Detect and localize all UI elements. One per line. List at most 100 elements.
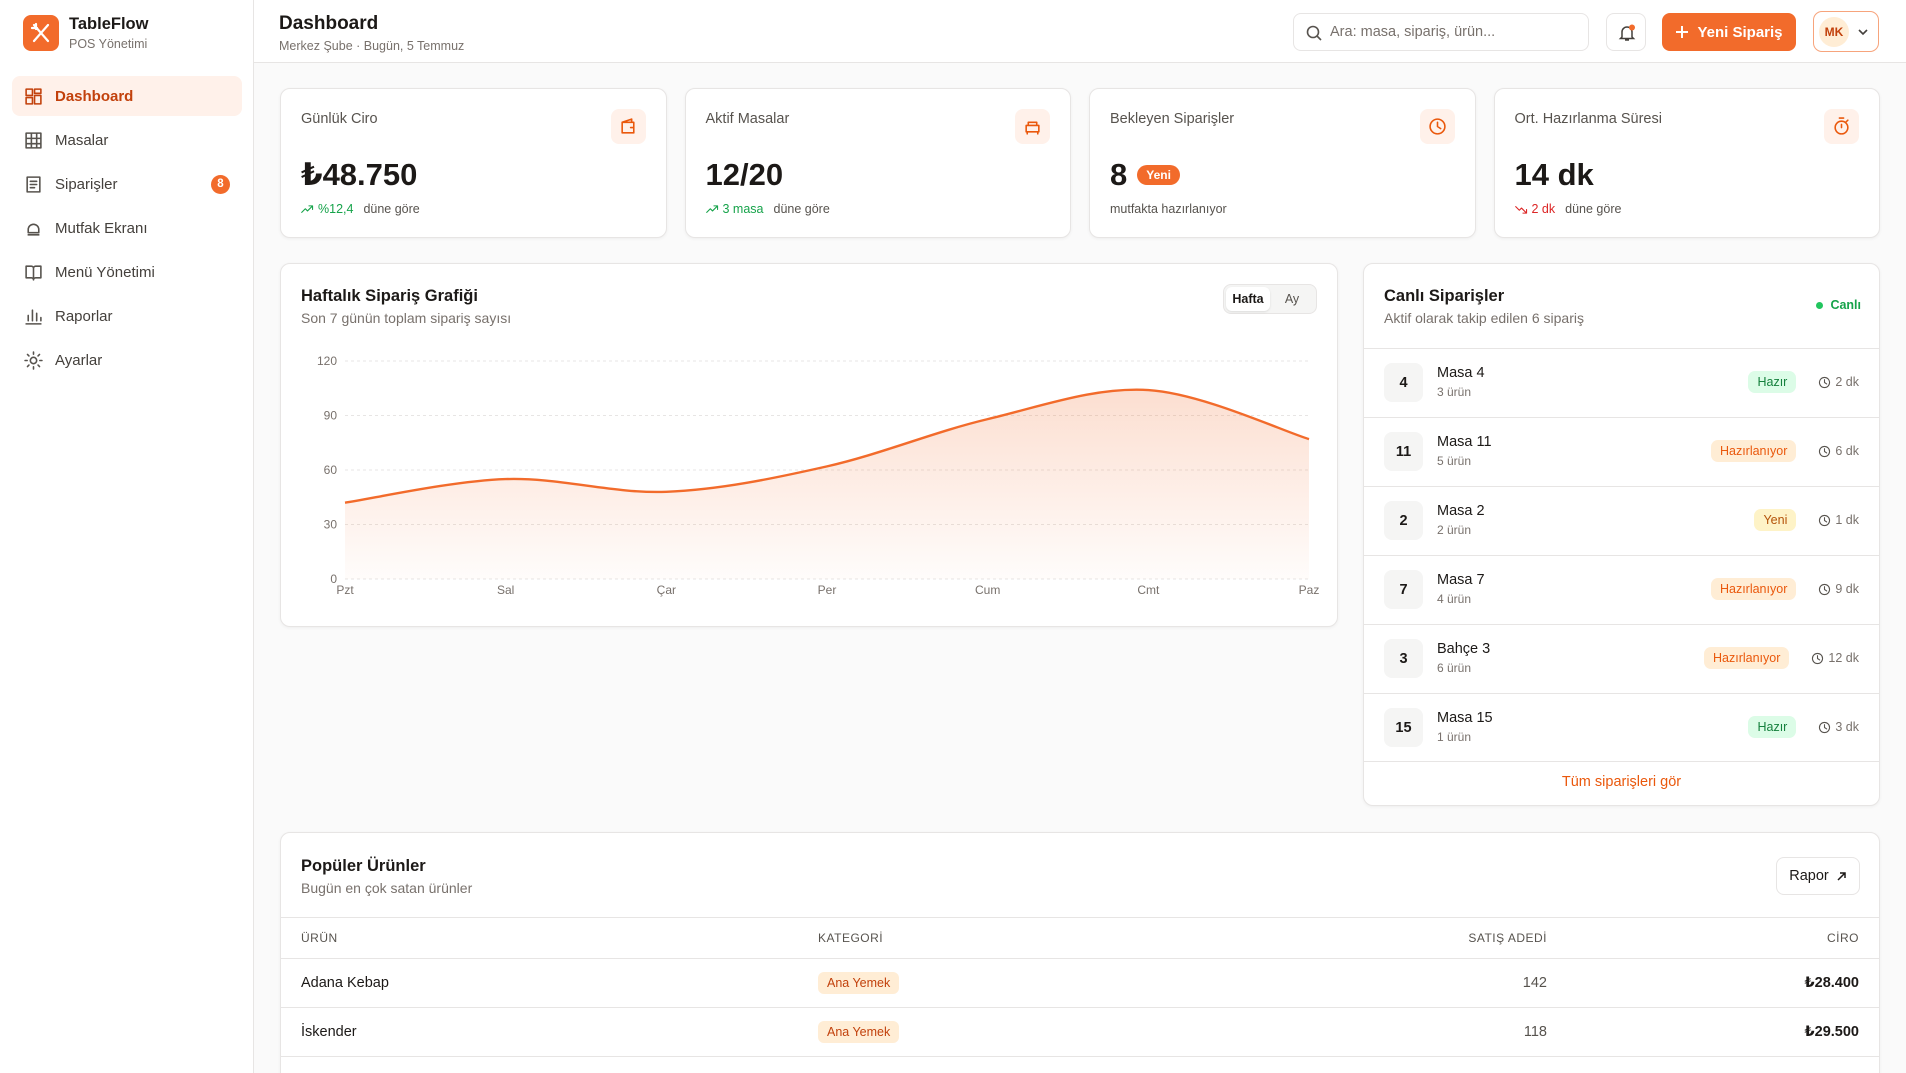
area (345, 389, 1309, 579)
stat-trend-row: 2 dk düne göre (1514, 202, 1622, 216)
y-tick-label: 120 (317, 354, 337, 368)
icon-shape (25, 264, 42, 281)
stat-value-row: ₺48.750 (301, 157, 417, 193)
product-name: Adana Kebap (301, 975, 389, 991)
table-number: 4 (1384, 363, 1423, 402)
nav-item[interactable]: Ayarlar (12, 340, 242, 380)
icon (1819, 445, 1831, 457)
stat-note: düne göre (1565, 202, 1622, 216)
stat-icon (1015, 109, 1050, 144)
popular-subtitle: Bugün en çok satan ürünler (301, 880, 473, 896)
sales-count: 118 (1523, 1024, 1547, 1040)
icon (25, 264, 42, 281)
stat-value: 14 dk (1514, 157, 1594, 192)
new-order-button[interactable]: Yeni Sipariş (1662, 13, 1796, 51)
stat-card: Günlük Ciro ₺48.750 %12,4 düne göre (280, 88, 667, 238)
order-time: 1 dk (1835, 513, 1859, 527)
category-chip: Ana Yemek (818, 972, 900, 994)
report-label: Rapor (1789, 868, 1829, 884)
order-time: 6 dk (1835, 444, 1859, 458)
brand: TableFlow (69, 15, 149, 33)
icon (1812, 652, 1824, 664)
icon-shape (1025, 121, 1040, 135)
avatar: MK (1819, 17, 1849, 47)
user-menu[interactable]: MK (1813, 11, 1879, 52)
order-row[interactable]: 15 Masa 15 1 ürün Hazır 3 dk (1364, 694, 1879, 763)
x-tick-label: Sal (497, 583, 514, 597)
y-tick-label: 30 (324, 518, 338, 532)
icon (25, 308, 42, 325)
order-time-wrap: 6 dk (1818, 444, 1859, 458)
stat-card: Ort. Hazırlanma Süresi 14 dk 2 dk düne göre (1493, 88, 1880, 238)
live-indicator: Canlı (1816, 298, 1861, 312)
order-status: Hazır (1748, 371, 1797, 393)
icon-shape (1428, 118, 1446, 135)
order-items: 2 ürün (1437, 523, 1472, 537)
y-tick-label: 60 (324, 463, 338, 477)
x-tick-label: Çar (657, 583, 676, 597)
order-time-wrap: 12 dk (1811, 651, 1859, 665)
icon-shape (1812, 652, 1824, 664)
icon-shape (1834, 117, 1849, 135)
stat-trend-row: 3 masa düne göre (705, 202, 830, 216)
stat-value: ₺48.750 (301, 157, 418, 192)
range-tab[interactable]: Ay (1284, 292, 1300, 306)
popular-title: Popüler Ürünler (301, 857, 426, 875)
y-tick-label: 0 (330, 572, 337, 586)
order-row[interactable]: 7 Masa 7 4 ürün Hazırlanıyor 9 dk (1364, 556, 1879, 625)
logo-icon (30, 22, 50, 43)
stat-note: düne göre (773, 202, 830, 216)
stat-icon (1419, 109, 1455, 144)
nav-item[interactable]: Siparişler 8 (12, 164, 242, 204)
stat-value-row: 12/20 (706, 157, 784, 193)
nav-badge: 8 (211, 174, 230, 194)
nav-label: Menü Yönetimi (55, 263, 155, 281)
notifications-button[interactable] (1606, 13, 1646, 51)
nav-item[interactable]: Masalar (12, 120, 242, 160)
report-button[interactable]: Rapor (1776, 857, 1860, 895)
nav-item[interactable]: Mutfak Ekranı (12, 208, 242, 248)
nav-label: Mutfak Ekranı (55, 219, 148, 237)
icon-shape (301, 204, 314, 213)
x-tick-label: Per (818, 583, 837, 597)
order-items: 5 ürün (1437, 454, 1472, 468)
order-row[interactable]: 4 Masa 4 3 ürün Hazır 2 dk (1364, 349, 1879, 418)
nav-item[interactable]: Raporlar (12, 296, 242, 336)
order-row[interactable]: 3 Bahçe 3 6 ürün Hazırlanıyor 12 dk (1364, 625, 1879, 694)
icon (24, 350, 43, 370)
x-tick-label: Paz (1299, 583, 1320, 597)
page-subtitle: Merkez Şube · Bugün, 5 Temmuz (279, 39, 465, 53)
order-meta: Hazırlanıyor 6 dk (1710, 440, 1859, 462)
table-row: İskender Ana Yemek 118 ₺29.500 (281, 1008, 1879, 1057)
all-orders-link[interactable]: Tüm siparişleri gör (1561, 774, 1682, 790)
icon (25, 131, 42, 149)
icon (1819, 514, 1831, 526)
order-items: 3 ürün (1437, 385, 1472, 399)
stat-card: Bekleyen Siparişler 8 Yeni mutfakta hazırla… (1089, 88, 1476, 238)
order-name: Masa 15 (1437, 710, 1493, 726)
nav-item[interactable]: Dashboard (12, 76, 242, 116)
nav-label: Ayarlar (55, 351, 103, 369)
stat-icon (610, 109, 646, 144)
order-name: Masa 7 (1437, 572, 1485, 588)
stat-note: düne göre (363, 202, 420, 216)
nav-item[interactable]: Menü Yönetimi (12, 252, 242, 292)
order-time-wrap: 9 dk (1818, 582, 1859, 596)
search-box[interactable]: Ara: masa, sipariş, ürün... (1293, 13, 1589, 51)
order-row[interactable]: 11 Masa 11 5 ürün Hazırlanıyor 6 dk (1364, 418, 1879, 487)
icon-shape (1819, 583, 1831, 595)
order-items: 4 ürün (1437, 592, 1472, 606)
order-status: Hazır (1748, 716, 1797, 738)
order-row[interactable]: 2 Masa 2 2 ürün Yeni 1 dk (1364, 487, 1879, 556)
chevron-icon (1858, 29, 1868, 36)
order-meta: Hazırlanıyor 12 dk (1704, 647, 1859, 669)
stat-trend-row: mutfakta hazırlanıyor (1110, 202, 1227, 216)
icon (1428, 118, 1446, 135)
stat-label: Günlük Ciro (301, 111, 378, 127)
range-tab[interactable]: Hafta (1226, 287, 1270, 311)
icon (26, 175, 41, 193)
icon-shape (1819, 376, 1831, 388)
stat-value-row: 8 Yeni (1110, 157, 1180, 193)
